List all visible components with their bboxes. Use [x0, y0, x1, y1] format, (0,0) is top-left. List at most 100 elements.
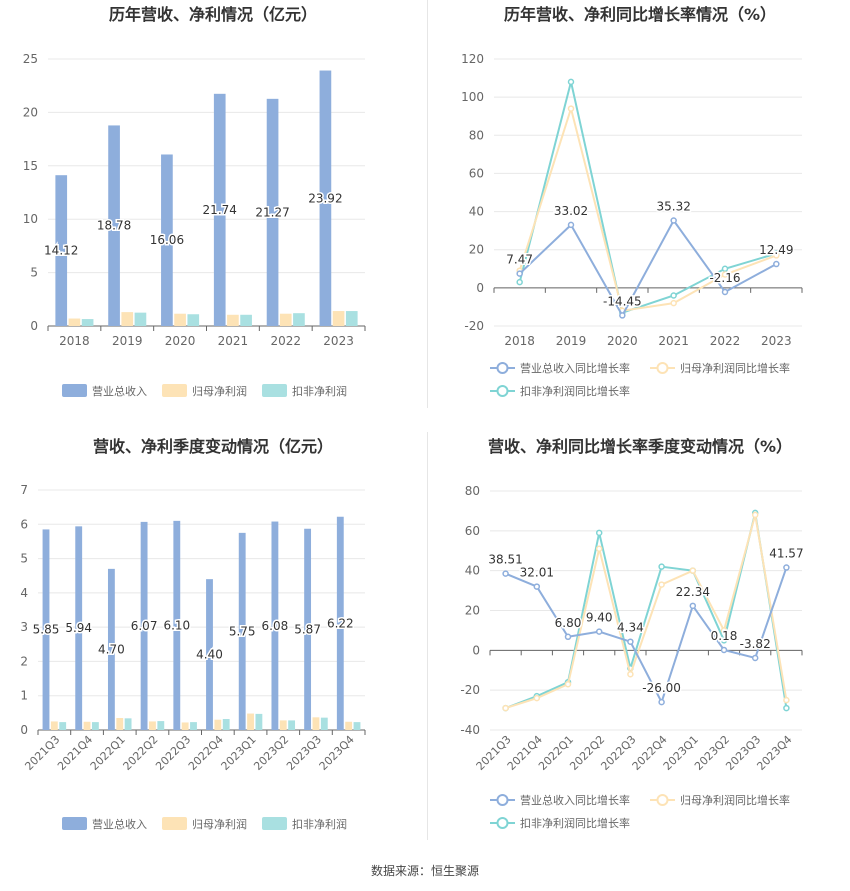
data-point — [627, 670, 634, 678]
data-point — [720, 646, 728, 654]
series-line — [505, 512, 788, 710]
data-label: 33.02 — [554, 204, 588, 218]
series-line — [505, 514, 788, 710]
legend-swatch-marker — [496, 794, 509, 806]
legend-label: 扣非净利润 — [292, 817, 347, 831]
bar-net-profit — [149, 721, 156, 730]
y-tick-label: 20 — [465, 604, 480, 618]
x-tick-label: 2023 — [323, 334, 354, 348]
bar-deducted-profit — [293, 313, 305, 326]
data-label: 32.01 — [520, 566, 554, 580]
legend-label: 归母净利润同比增长率 — [680, 361, 790, 375]
x-tick-label: 2020 — [165, 334, 196, 348]
data-label: 6.80 — [555, 616, 582, 630]
data-point — [533, 694, 541, 702]
bar-net-profit — [312, 717, 320, 730]
x-tick-label: 2019 — [112, 334, 143, 348]
data-point — [564, 633, 572, 641]
bar-deducted-profit — [190, 722, 197, 730]
legend-label: 扣非净利润同比增长率 — [520, 384, 630, 398]
legend-swatch — [262, 384, 287, 397]
bar-net-profit — [214, 719, 222, 730]
y-tick-label: 100 — [461, 90, 484, 104]
chart-title: 历年营收、净利同比增长率情况（%） — [504, 5, 776, 24]
y-tick-label: 5 — [20, 552, 28, 566]
bar-net-profit — [247, 713, 254, 730]
bar-revenue — [107, 568, 115, 730]
y-tick-label: 0 — [30, 319, 38, 333]
vertical-divider-top — [427, 0, 428, 408]
legend-label: 营业总收入 — [92, 384, 147, 398]
y-tick-label: 1 — [20, 689, 28, 703]
data-point — [689, 567, 697, 574]
legend-swatch — [162, 384, 187, 397]
bar-net-profit — [68, 318, 81, 326]
bar-revenue — [213, 93, 226, 326]
x-tick-label: 2022Q4 — [186, 733, 226, 773]
data-point — [595, 628, 603, 635]
legend-label: 扣非净利润同比增长率 — [520, 816, 630, 830]
annual-growth-chart: 历年营收、净利同比增长率情况（%） -20 0 20 40 60 80 100 120 2018 2… — [461, 5, 803, 398]
data-point — [783, 564, 790, 571]
bar-revenue — [238, 532, 246, 730]
bar-deducted-profit — [288, 720, 296, 730]
y-tick-label: 20 — [469, 243, 484, 257]
data-label: 6.08 — [262, 619, 289, 633]
data-label: 6.07 — [131, 619, 158, 633]
x-tick-label: 2023Q3 — [284, 733, 324, 773]
data-point — [502, 704, 509, 712]
bar-revenue — [75, 526, 83, 730]
bar-revenue — [336, 516, 344, 730]
bar-net-profit — [83, 721, 91, 730]
data-label: 5.87 — [294, 622, 321, 636]
bar-net-profit — [345, 721, 353, 730]
bar-net-profit — [181, 722, 189, 730]
bar-net-profit — [279, 313, 292, 326]
bar-deducted-profit — [59, 722, 67, 730]
legend-label: 扣非净利润 — [292, 384, 347, 398]
bar-deducted-profit — [91, 722, 99, 730]
bar-deducted-profit — [124, 718, 132, 730]
bar-revenue — [173, 520, 181, 730]
bar-net-profit — [332, 311, 345, 326]
bar-deducted-profit — [222, 719, 230, 730]
data-label: 22.34 — [676, 585, 710, 599]
data-label: 5.85 — [33, 623, 60, 637]
bar-revenue — [42, 529, 50, 730]
y-tick-label: 4 — [20, 586, 28, 600]
y-tick-label: 40 — [465, 564, 480, 578]
data-point — [720, 627, 728, 634]
legend-swatch-marker — [496, 385, 509, 397]
x-tick-label: 2022 — [270, 334, 301, 348]
data-point — [689, 602, 697, 610]
chart-title: 营收、净利同比增长率季度变动情况（%） — [488, 437, 792, 456]
x-tick-label: 2023Q2 — [251, 733, 291, 773]
x-tick-label: 2021 — [218, 334, 249, 348]
data-point — [670, 292, 677, 299]
data-label: -3.82 — [740, 637, 771, 651]
legend-label: 归母净利润 — [192, 384, 247, 398]
data-point — [751, 654, 759, 662]
legend-label: 归母净利润同比增长率 — [680, 793, 790, 807]
legend-swatch-marker — [496, 362, 509, 374]
series-line — [518, 218, 777, 318]
y-tick-label: 0 — [476, 281, 484, 295]
x-tick-label: 2023Q1 — [219, 733, 259, 773]
series-line — [505, 567, 788, 705]
data-point — [564, 680, 572, 688]
bar-deducted-profit — [353, 722, 361, 730]
data-label: 9.40 — [586, 611, 613, 625]
y-tick-label: -40 — [460, 723, 480, 737]
y-tick-label: 120 — [461, 52, 484, 66]
legend-swatch-marker — [656, 794, 669, 806]
y-tick-label: 5 — [30, 266, 38, 280]
bar-deducted-profit — [240, 314, 252, 326]
bar-deducted-profit — [134, 312, 147, 326]
chart-title: 历年营收、净利情况（亿元） — [109, 5, 317, 24]
data-point — [658, 698, 665, 706]
legend: 营业总收入 归母净利润 扣非净利润 — [62, 384, 347, 398]
x-tick-label: 2022Q2 — [121, 733, 161, 773]
data-label: 6.10 — [163, 618, 190, 632]
y-tick-label: -20 — [464, 319, 484, 333]
